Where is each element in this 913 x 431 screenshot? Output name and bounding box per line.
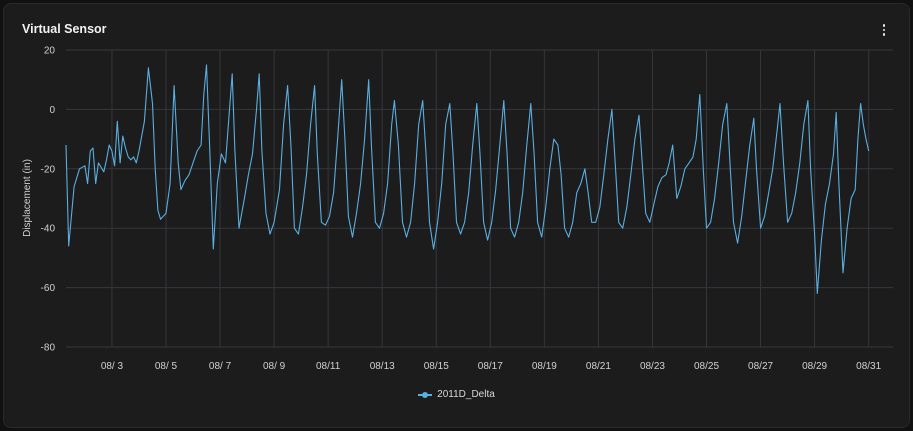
series-line-2011D_Delta	[65, 64, 870, 295]
x-tick-label: 08/29	[802, 361, 827, 372]
series-group	[65, 64, 870, 295]
more-vertical-icon[interactable]	[879, 21, 889, 39]
card-title: Virtual Sensor	[22, 22, 107, 36]
y-tick-label: -40	[41, 224, 56, 235]
x-tick-label: 08/ 9	[263, 361, 286, 372]
x-tick-label: 08/ 5	[155, 361, 178, 372]
y-axis-label: Displacement (in)	[22, 159, 33, 237]
y-tick-label: -60	[41, 283, 56, 294]
x-tick-label: 08/ 7	[209, 361, 232, 372]
chart-grid	[66, 49, 893, 348]
x-tick-label: 08/31	[856, 361, 881, 372]
x-tick-label: 08/ 3	[101, 361, 124, 372]
y-tick-label: -80	[41, 343, 56, 354]
x-tick-label: 08/11	[316, 361, 341, 372]
y-tick-label: 0	[49, 105, 55, 116]
x-tick-label: 08/15	[424, 361, 449, 372]
legend-marker	[418, 391, 433, 399]
y-tick-label: -20	[41, 164, 56, 175]
x-tick-label: 08/17	[478, 361, 503, 372]
x-tick-label: 08/19	[532, 361, 557, 372]
y-tick-label: 20	[44, 46, 56, 57]
x-tick-label: 08/27	[748, 361, 773, 372]
legend[interactable]: 2011D_Delta	[0, 389, 913, 400]
legend-label: 2011D_Delta	[437, 389, 495, 400]
x-tick-label: 08/25	[694, 361, 719, 372]
x-tick-label: 08/23	[640, 361, 665, 372]
y-axis-ticks: 20 0 -20 -40 -60 -80	[41, 46, 56, 354]
x-axis-ticks: 08/ 3 08/ 5 08/ 7 08/ 9 08/11 08/13 08/15 08/17…	[101, 361, 882, 372]
x-tick-label: 08/21	[586, 361, 611, 372]
x-tick-label: 08/13	[370, 361, 395, 372]
